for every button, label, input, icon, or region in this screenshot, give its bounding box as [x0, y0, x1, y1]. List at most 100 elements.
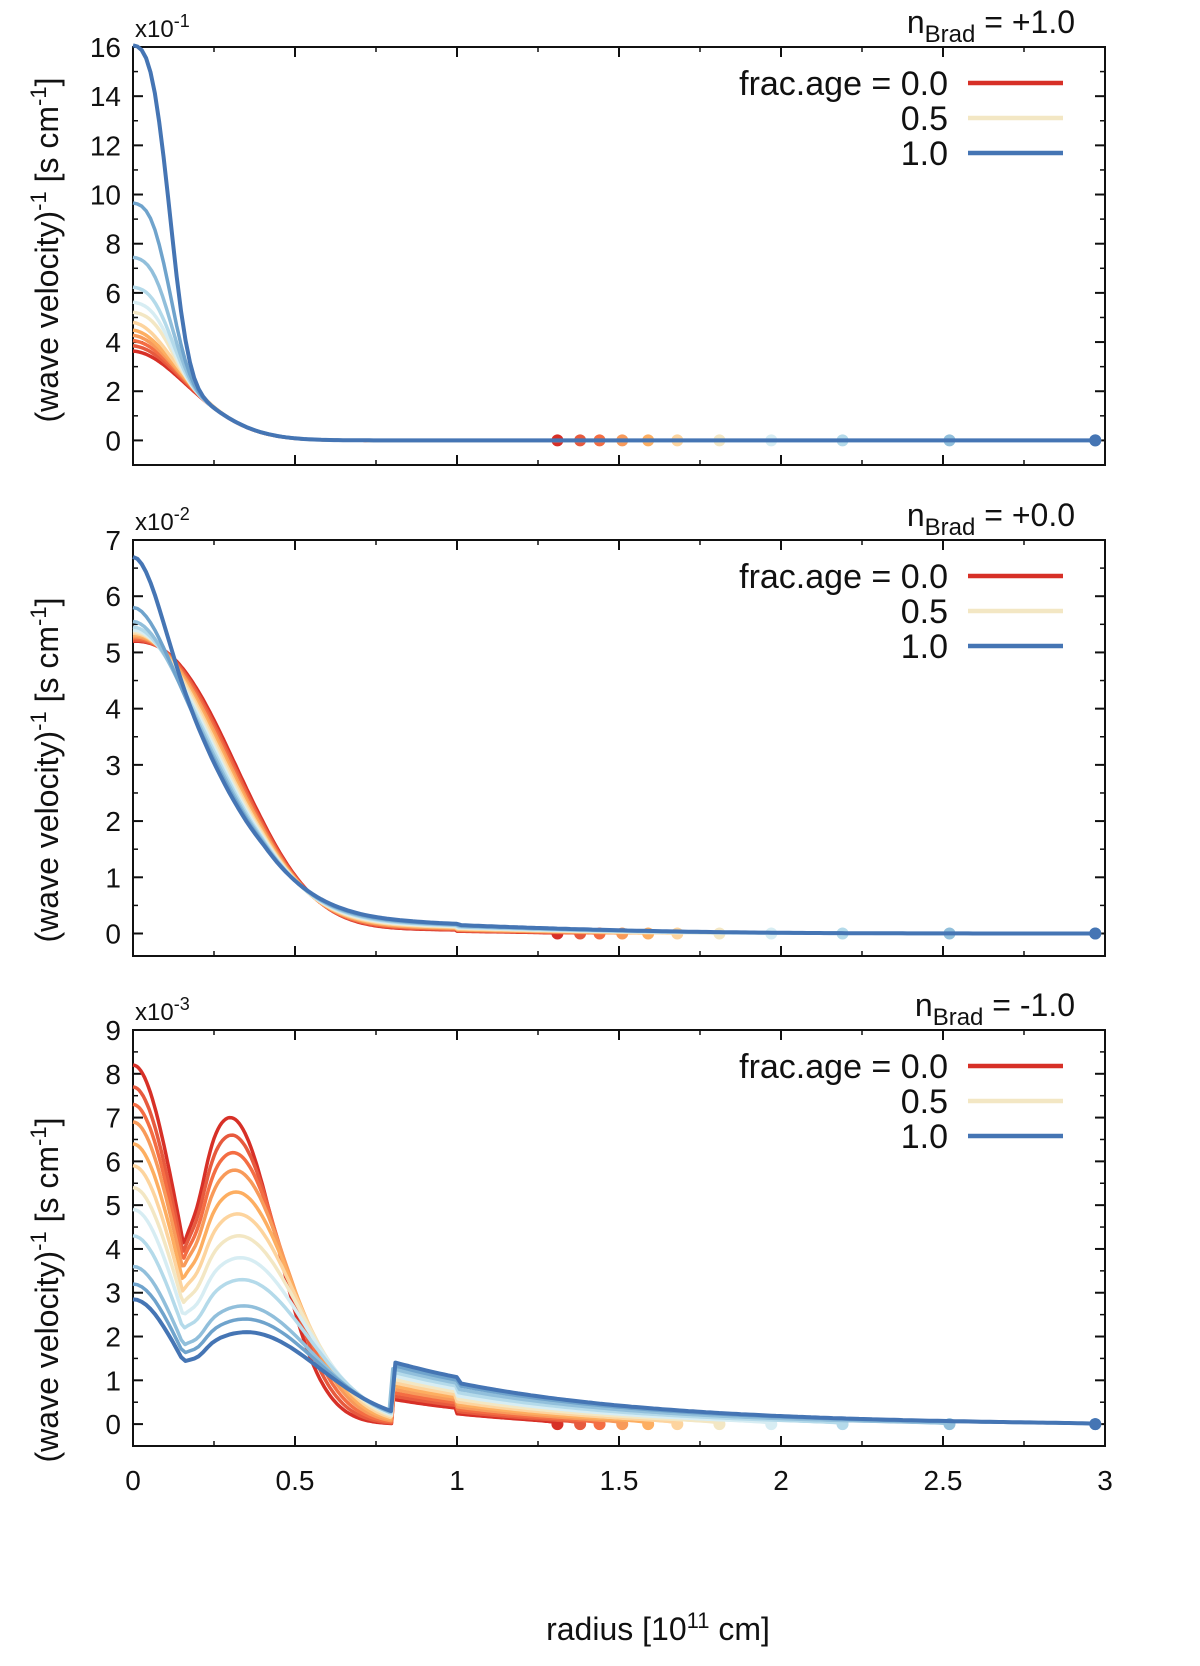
x-tick-label: 2 [773, 1465, 789, 1496]
series-line-12 [132, 43, 1096, 443]
plot-frame [132, 46, 1106, 466]
series-line-6 [132, 320, 678, 443]
panel-annotation: nBrad = +1.0 [907, 4, 1075, 48]
x-tick-label: 1 [449, 1465, 465, 1496]
series-line-2 [132, 1085, 582, 1426]
series-line-10 [132, 619, 950, 936]
series-line-7 [132, 310, 720, 443]
legend: frac.age = 0.00.51.0 [739, 558, 1063, 666]
series-line-1 [133, 639, 558, 936]
series-line-5 [132, 1142, 650, 1426]
series-line-1 [132, 349, 558, 443]
x-tick-label: 3 [1097, 1465, 1113, 1496]
legend-label-2: 0.5 [901, 100, 948, 138]
y-tick-label: 4 [105, 1234, 121, 1265]
series-line-7 [132, 629, 720, 936]
scale-label: x10-2 [135, 504, 190, 536]
x-tick-label: 2.5 [924, 1465, 963, 1496]
series-line-3 [133, 636, 600, 936]
y-tick-label: 16 [90, 32, 121, 63]
series-line-9 [132, 1234, 844, 1426]
legend-label-3: 1.0 [901, 135, 948, 173]
svg-text:(wave velocity)-1 [s cm-1]: (wave velocity)-1 [s cm-1] [26, 598, 65, 943]
series-line-3 [132, 338, 600, 443]
y-tick-label: 0 [105, 425, 121, 456]
y-tick-label: 0 [105, 919, 121, 950]
series-line-9 [132, 285, 843, 443]
series-line-1 [132, 1063, 559, 1426]
y-axis-label-1: (wave velocity)-1 [s cm-1] [26, 78, 65, 423]
y-tick-label: 6 [105, 278, 121, 309]
series-line-12 [132, 1297, 1096, 1427]
x-tick-label: 1.5 [600, 1465, 639, 1496]
series-line-12 [132, 555, 1096, 936]
series-group [132, 43, 1102, 447]
y-tick-label: 5 [105, 637, 121, 668]
y-tick-label: 2 [105, 806, 121, 837]
series-line-7 [132, 1185, 721, 1426]
surface-point-12 [1089, 927, 1102, 940]
y-tick-label: 1 [105, 1365, 121, 1396]
x-tick-label: 0.5 [276, 1465, 315, 1496]
y-tick-label: 6 [105, 1146, 121, 1177]
y-tick-label: 6 [105, 581, 121, 612]
series-group [132, 555, 1102, 940]
y-tick-label: 3 [105, 1278, 121, 1309]
series-line-11 [132, 1282, 1096, 1426]
svg-text:(wave velocity)-1 [s cm-1]: (wave velocity)-1 [s cm-1] [26, 1118, 65, 1463]
y-tick-label: 7 [105, 525, 121, 556]
legend-label-1: frac.age = 0.0 [739, 558, 948, 596]
series-line-11 [132, 605, 1096, 936]
y-tick-label: 2 [105, 376, 121, 407]
y-axis-label-2: (wave velocity)-1 [s cm-1] [26, 598, 65, 943]
legend-label-2: 0.5 [901, 593, 948, 631]
y-tick-label: 10 [90, 180, 121, 211]
surface-point-12 [1089, 1418, 1102, 1431]
x-tick-label: 0 [125, 1465, 141, 1496]
series-line-11 [132, 201, 1096, 443]
svg-text:(wave velocity)-1 [s cm-1]: (wave velocity)-1 [s cm-1] [26, 78, 65, 423]
y-tick-label: 2 [105, 1322, 121, 1353]
x-axis-label: radius [1011 cm] [546, 1608, 770, 1647]
series-line-6 [132, 631, 678, 936]
y-tick-label: 9 [105, 1015, 121, 1046]
y-tick-label: 3 [105, 750, 121, 781]
y-tick-label: 4 [105, 327, 121, 358]
chart-panel-2: 0 1 2 3 4 5 6 7 x10-2 nBrad = +0.0 frac.age = 0.00… [105, 497, 1106, 957]
y-tick-label: 0 [105, 1409, 121, 1440]
series-line-4 [132, 1120, 624, 1426]
series-line-2 [133, 638, 581, 936]
y-tick-label: 4 [105, 694, 121, 725]
y-tick-label: 8 [105, 1059, 121, 1090]
legend: frac.age = 0.00.51.0 [739, 65, 1063, 173]
scale-label: x10-3 [135, 994, 190, 1026]
y-tick-label: 14 [90, 81, 121, 112]
scale-label: x10-1 [135, 11, 190, 43]
surface-point-12 [1089, 434, 1102, 447]
series-line-3 [132, 1102, 601, 1426]
y-axis-label-3: (wave velocity)-1 [s cm-1] [26, 1118, 65, 1463]
y-tick-label: 1 [105, 862, 121, 893]
y-tick-label: 12 [90, 130, 121, 161]
series-line-5 [132, 328, 649, 443]
series-line-6 [132, 1163, 679, 1426]
chart-panel-3: 0 1 2 3 4 5 6 7 8 9 0 0.5 1 1.5 2 2.5 3 x10-3 nBrad = -1.0… [105, 987, 1112, 1496]
legend-label-1: frac.age = 0.0 [739, 1048, 948, 1086]
series-group [132, 1063, 1102, 1431]
panel-annotation: nBrad = +0.0 [907, 497, 1075, 541]
legend-label-1: frac.age = 0.0 [739, 65, 948, 103]
chart-panel-1: 0 2 4 6 8 10 12 14 16 x10-1 nBrad = +1.0 frac.age =… [90, 4, 1106, 466]
legend-label-3: 1.0 [901, 628, 948, 666]
legend-label-2: 0.5 [901, 1083, 948, 1121]
series-line-4 [132, 333, 623, 443]
series-line-4 [133, 634, 623, 936]
y-tick-label: 8 [105, 229, 121, 260]
y-tick-label: 5 [105, 1190, 121, 1221]
plot-frame [132, 539, 1106, 957]
series-line-10 [132, 255, 950, 443]
series-line-5 [132, 633, 649, 936]
legend-label-3: 1.0 [901, 1118, 948, 1156]
panel-annotation: nBrad = -1.0 [915, 987, 1075, 1031]
legend: frac.age = 0.00.51.0 [739, 1048, 1063, 1156]
